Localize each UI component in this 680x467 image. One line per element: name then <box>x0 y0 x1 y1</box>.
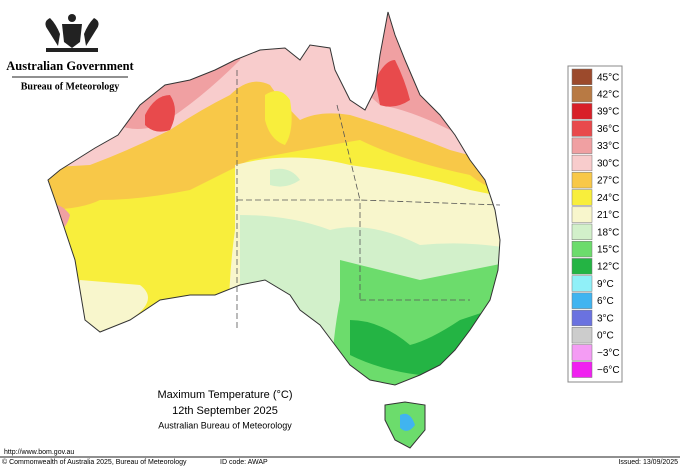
legend-label: 15°C <box>597 244 619 255</box>
legend-swatch <box>571 206 593 223</box>
legend-swatch <box>571 327 593 344</box>
legend-label: 39°C <box>597 107 619 118</box>
legend-swatch <box>571 309 593 327</box>
legend-swatch <box>571 361 593 378</box>
legend-swatch <box>571 189 593 206</box>
legend-swatch <box>571 68 593 85</box>
legend-label: 3°C <box>597 313 614 324</box>
legend-swatch <box>571 137 593 154</box>
legend-swatch <box>571 275 593 292</box>
id-code: ID code: AWAP <box>220 459 268 466</box>
legend-label: 33°C <box>597 141 619 152</box>
bureau: Bureau of Meteorology <box>21 81 120 92</box>
legend-swatch <box>571 223 593 240</box>
caption-source: Australian Bureau of Meteorology <box>158 420 292 430</box>
caption-date: 12th September 2025 <box>172 405 278 417</box>
legend-swatch <box>571 120 593 137</box>
state-borders <box>236 70 501 330</box>
legend-label: 0°C <box>597 331 614 342</box>
caption-title: Maximum Temperature (°C) <box>157 389 292 401</box>
legend-swatch <box>571 172 593 189</box>
legend-label: 36°C <box>597 124 619 135</box>
legend-label: 45°C <box>597 72 619 83</box>
legend-label: 18°C <box>597 227 619 238</box>
coastline <box>47 11 501 449</box>
legend-swatch <box>571 240 593 258</box>
legend-swatch <box>571 85 593 103</box>
issued: Issued: 13/09/2025 <box>618 459 678 466</box>
legend-label: 9°C <box>597 279 614 290</box>
government: Australian Government <box>6 59 134 73</box>
legend-label: 21°C <box>597 210 619 221</box>
legend-label: 42°C <box>597 89 619 100</box>
legend-swatch <box>571 103 593 120</box>
legend-label: 30°C <box>597 158 619 169</box>
crest <box>45 14 99 52</box>
legend-swatch <box>571 258 593 275</box>
legend-swatch <box>571 344 593 361</box>
legend-label: 12°C <box>597 262 619 273</box>
legend-label: −6°C <box>597 365 620 376</box>
legend-swatch <box>571 154 593 172</box>
legend-label: 24°C <box>597 193 619 204</box>
copyright: © Commonwealth of Australia 2025, Bureau… <box>2 458 187 466</box>
legend: 45°C 42°C 39°C 36°C 33°C 30°C 27°C 24°C 21°C 18°C… <box>571 68 620 378</box>
url: http://www.bom.gov.au <box>4 449 74 456</box>
legend-label: −3°C <box>597 348 620 359</box>
legend-label: 27°C <box>597 176 619 187</box>
legend-label: 6°C <box>597 296 614 307</box>
legend-swatch <box>571 292 593 309</box>
